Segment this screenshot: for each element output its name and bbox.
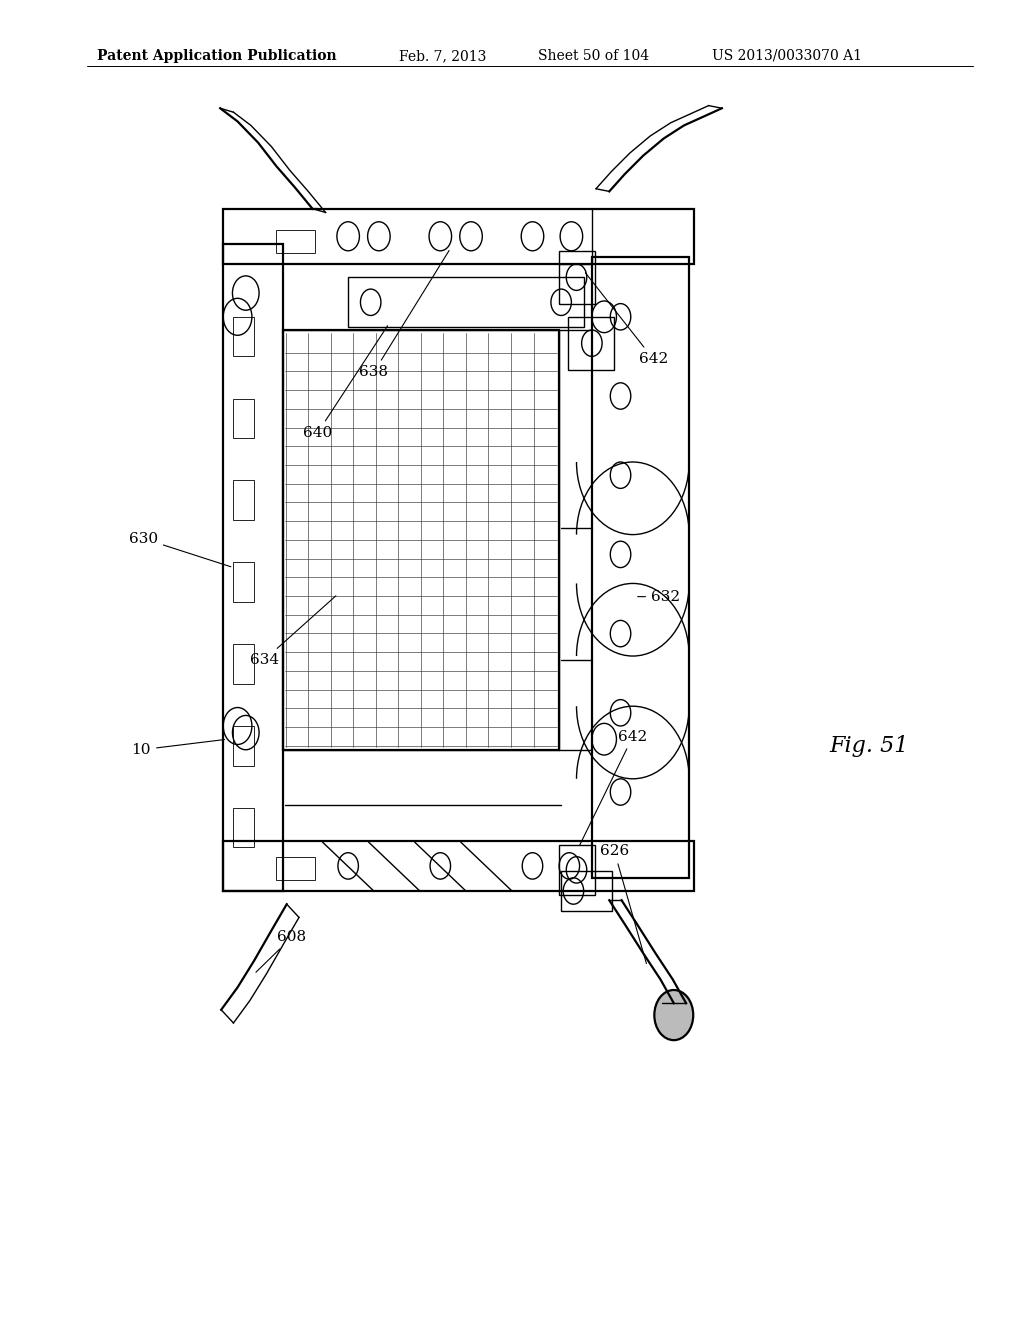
Bar xyxy=(233,562,254,602)
Bar xyxy=(559,251,595,304)
Bar xyxy=(592,257,689,878)
Text: US 2013/0033070 A1: US 2013/0033070 A1 xyxy=(712,49,861,63)
Bar xyxy=(233,808,254,847)
Text: 638: 638 xyxy=(359,251,450,379)
Bar xyxy=(233,317,254,356)
Text: 640: 640 xyxy=(303,326,388,440)
Bar xyxy=(233,644,254,684)
Text: 634: 634 xyxy=(250,595,336,667)
Text: 642: 642 xyxy=(586,273,668,366)
Bar xyxy=(559,845,595,895)
Bar xyxy=(276,230,315,253)
Bar xyxy=(276,857,315,880)
Circle shape xyxy=(654,990,693,1040)
Text: Sheet 50 of 104: Sheet 50 of 104 xyxy=(538,49,649,63)
Bar xyxy=(561,871,612,911)
Bar xyxy=(233,726,254,766)
Bar xyxy=(223,244,283,891)
Text: 10: 10 xyxy=(131,739,224,756)
Text: 608: 608 xyxy=(256,931,306,973)
Text: 626: 626 xyxy=(600,845,646,964)
Text: Patent Application Publication: Patent Application Publication xyxy=(97,49,337,63)
Text: 642: 642 xyxy=(580,730,647,845)
Text: 632: 632 xyxy=(638,590,680,603)
Bar xyxy=(568,317,614,370)
Text: 630: 630 xyxy=(129,532,230,566)
Text: Fig. 51: Fig. 51 xyxy=(829,735,909,756)
Bar xyxy=(348,277,584,327)
Bar xyxy=(233,480,254,520)
Bar xyxy=(283,330,559,750)
Bar xyxy=(233,399,254,438)
Bar xyxy=(223,209,694,264)
Bar xyxy=(223,841,694,891)
Text: Feb. 7, 2013: Feb. 7, 2013 xyxy=(399,49,486,63)
